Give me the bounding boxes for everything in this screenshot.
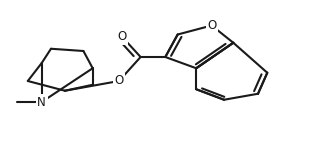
Text: N: N (37, 96, 46, 108)
Text: O: O (207, 19, 216, 32)
Text: O: O (114, 75, 124, 87)
Text: O: O (117, 30, 127, 43)
